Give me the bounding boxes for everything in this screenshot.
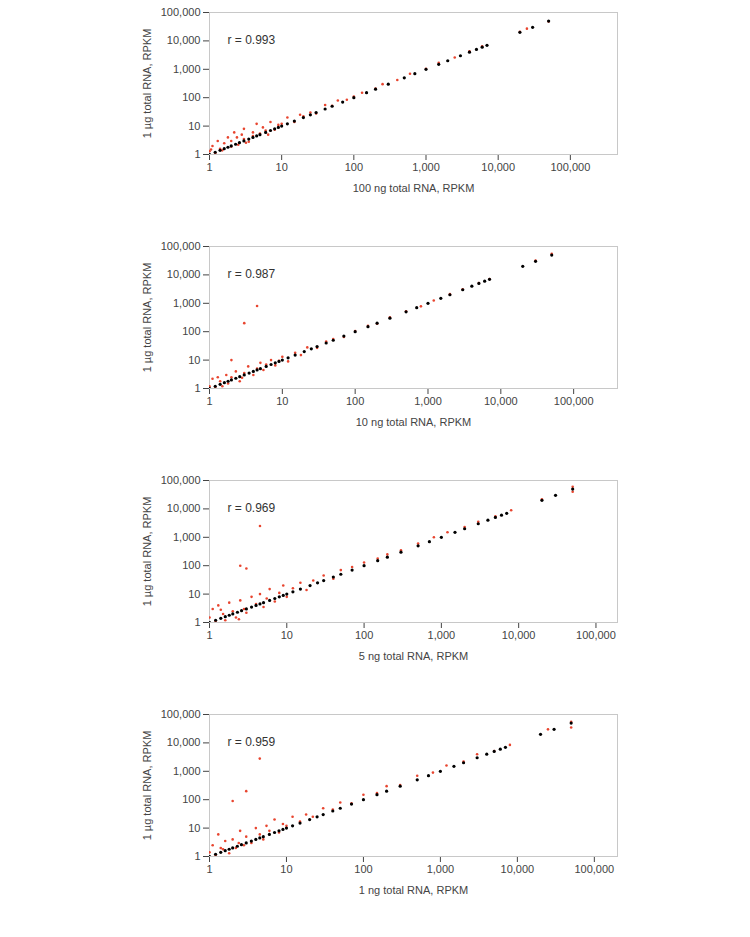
- svg-text:100: 100: [182, 559, 200, 571]
- svg-text:100: 100: [346, 395, 364, 407]
- svg-text:10: 10: [188, 822, 200, 834]
- svg-text:100: 100: [182, 91, 200, 103]
- svg-text:5 ng total RNA, RPKM: 5 ng total RNA, RPKM: [359, 650, 468, 662]
- svg-text:100,000: 100,000: [574, 863, 614, 875]
- svg-text:100: 100: [354, 863, 372, 875]
- svg-text:100,000: 100,000: [161, 240, 201, 252]
- svg-text:10,000: 10,000: [501, 863, 535, 875]
- svg-text:100,000: 100,000: [550, 161, 590, 173]
- svg-text:1,000: 1,000: [173, 531, 201, 543]
- svg-text:100,000: 100,000: [554, 395, 594, 407]
- svg-text:r = 0.959: r = 0.959: [228, 735, 276, 749]
- svg-text:1: 1: [194, 616, 200, 628]
- svg-text:10: 10: [188, 354, 200, 366]
- svg-text:10,000: 10,000: [167, 502, 201, 514]
- svg-text:r = 0.993: r = 0.993: [228, 33, 276, 47]
- svg-text:1: 1: [206, 395, 212, 407]
- svg-text:100,000: 100,000: [576, 629, 616, 641]
- svg-text:10 ng total RNA, RPKM: 10 ng total RNA, RPKM: [356, 416, 472, 428]
- svg-text:1,000: 1,000: [173, 765, 201, 777]
- svg-text:1: 1: [194, 850, 200, 862]
- svg-text:100,000: 100,000: [161, 708, 201, 720]
- svg-text:r = 0.969: r = 0.969: [228, 501, 276, 515]
- svg-text:10: 10: [188, 588, 200, 600]
- svg-text:100,000: 100,000: [161, 6, 201, 18]
- svg-text:10,000: 10,000: [167, 268, 201, 280]
- svg-text:10,000: 10,000: [167, 34, 201, 46]
- svg-text:100: 100: [355, 629, 373, 641]
- svg-text:1 µg total RNA, RPKM: 1 µg total RNA, RPKM: [141, 731, 153, 841]
- svg-text:100: 100: [345, 161, 363, 173]
- svg-text:10,000: 10,000: [167, 736, 201, 748]
- svg-text:1,000: 1,000: [427, 863, 455, 875]
- svg-text:10: 10: [276, 161, 288, 173]
- svg-text:100,000: 100,000: [161, 474, 201, 486]
- svg-text:10,000: 10,000: [502, 629, 536, 641]
- svg-text:1: 1: [194, 148, 200, 160]
- svg-text:r = 0.987: r = 0.987: [228, 267, 276, 281]
- svg-text:1 µg total RNA, RPKM: 1 µg total RNA, RPKM: [141, 497, 153, 607]
- svg-text:10: 10: [188, 120, 200, 132]
- svg-text:100: 100: [182, 325, 200, 337]
- svg-text:100: 100: [182, 793, 200, 805]
- svg-text:1 µg total RNA, RPKM: 1 µg total RNA, RPKM: [141, 29, 153, 139]
- svg-text:1: 1: [206, 629, 212, 641]
- svg-text:10,000: 10,000: [481, 161, 515, 173]
- svg-text:1,000: 1,000: [414, 395, 442, 407]
- svg-text:1: 1: [194, 382, 200, 394]
- svg-text:1 ng total RNA, RPKM: 1 ng total RNA, RPKM: [359, 884, 468, 896]
- svg-text:1,000: 1,000: [428, 629, 456, 641]
- svg-text:1,000: 1,000: [173, 297, 201, 309]
- svg-text:10: 10: [281, 629, 293, 641]
- svg-text:100 ng total RNA, RPKM: 100 ng total RNA, RPKM: [353, 182, 475, 194]
- svg-text:1: 1: [206, 161, 212, 173]
- svg-text:1,000: 1,000: [173, 63, 201, 75]
- svg-text:10,000: 10,000: [484, 395, 518, 407]
- svg-text:1,000: 1,000: [412, 161, 440, 173]
- svg-text:10: 10: [280, 863, 292, 875]
- svg-text:10: 10: [276, 395, 288, 407]
- svg-text:1 µg total RNA, RPKM: 1 µg total RNA, RPKM: [141, 263, 153, 373]
- svg-text:1: 1: [206, 863, 212, 875]
